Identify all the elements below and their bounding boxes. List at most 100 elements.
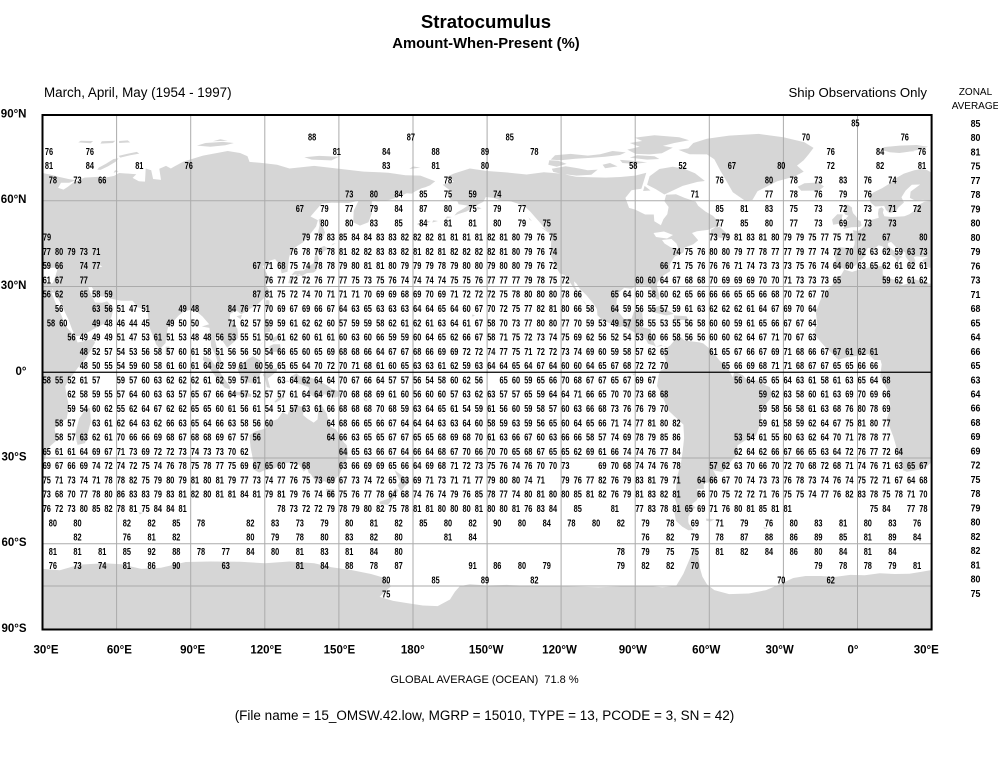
svg-text:79: 79	[351, 504, 360, 515]
svg-text:63: 63	[364, 447, 373, 458]
svg-text:82: 82	[401, 233, 410, 244]
svg-text:79: 79	[561, 475, 570, 486]
svg-text:76: 76	[43, 504, 52, 515]
svg-text:66: 66	[574, 304, 583, 315]
svg-text:75: 75	[790, 204, 799, 215]
svg-text:64: 64	[129, 418, 138, 429]
svg-text:65: 65	[598, 361, 607, 372]
svg-text:61: 61	[771, 418, 780, 429]
svg-text:61: 61	[239, 361, 248, 372]
svg-text:0°: 0°	[16, 366, 27, 378]
svg-text:67: 67	[833, 347, 842, 358]
svg-text:73: 73	[759, 475, 768, 486]
svg-text:64: 64	[611, 304, 620, 315]
svg-text:53: 53	[142, 333, 151, 344]
svg-text:80: 80	[722, 247, 731, 258]
svg-text:57: 57	[623, 318, 632, 329]
svg-text:72: 72	[129, 461, 138, 472]
svg-text:79: 79	[888, 561, 897, 572]
svg-text:54: 54	[463, 404, 472, 415]
svg-text:57: 57	[512, 390, 521, 401]
svg-text:49: 49	[104, 333, 113, 344]
svg-text:61: 61	[907, 275, 916, 286]
svg-text:82: 82	[469, 518, 478, 529]
svg-text:75: 75	[512, 333, 521, 344]
svg-text:85: 85	[432, 575, 441, 586]
svg-text:87: 87	[253, 290, 262, 301]
svg-text:61: 61	[808, 404, 817, 415]
svg-text:73: 73	[296, 518, 305, 529]
svg-text:81: 81	[438, 247, 447, 258]
svg-text:65: 65	[290, 361, 299, 372]
svg-text:64: 64	[895, 447, 904, 458]
svg-text:65: 65	[524, 390, 533, 401]
svg-text:76: 76	[864, 175, 873, 186]
svg-text:59: 59	[228, 361, 237, 372]
svg-text:80: 80	[370, 190, 379, 201]
svg-text:79: 79	[228, 475, 237, 486]
svg-text:60: 60	[265, 418, 274, 429]
svg-text:68: 68	[339, 404, 348, 415]
svg-text:82: 82	[364, 247, 373, 258]
svg-text:60: 60	[709, 318, 718, 329]
svg-text:75: 75	[971, 589, 981, 600]
svg-text:57: 57	[104, 347, 113, 358]
svg-text:68: 68	[796, 361, 805, 372]
svg-text:61: 61	[166, 361, 175, 372]
svg-text:79: 79	[814, 561, 823, 572]
svg-text:81: 81	[463, 233, 472, 244]
svg-text:65: 65	[426, 433, 435, 444]
svg-text:76: 76	[463, 490, 472, 501]
svg-text:78: 78	[858, 433, 867, 444]
svg-text:59: 59	[401, 404, 410, 415]
svg-text:65: 65	[364, 433, 373, 444]
svg-text:84: 84	[228, 304, 237, 315]
svg-text:65: 65	[512, 361, 521, 372]
svg-text:85: 85	[475, 490, 484, 501]
svg-text:67: 67	[771, 304, 780, 315]
svg-text:81: 81	[277, 490, 286, 501]
svg-text:83: 83	[370, 218, 379, 229]
svg-text:74: 74	[364, 475, 373, 486]
svg-text:64: 64	[450, 304, 459, 315]
svg-text:66: 66	[709, 290, 718, 301]
svg-text:67: 67	[734, 347, 743, 358]
svg-text:79: 79	[543, 561, 552, 572]
svg-text:60: 60	[426, 390, 435, 401]
svg-text:59: 59	[759, 418, 768, 429]
svg-text:67: 67	[895, 475, 904, 486]
svg-text:60: 60	[537, 433, 546, 444]
svg-text:82: 82	[401, 247, 410, 258]
svg-text:53: 53	[228, 333, 237, 344]
svg-text:76: 76	[913, 518, 922, 529]
svg-text:80: 80	[512, 475, 521, 486]
svg-text:53: 53	[179, 333, 188, 344]
svg-text:73: 73	[67, 504, 76, 515]
svg-text:65: 65	[771, 375, 780, 386]
svg-text:63: 63	[549, 433, 558, 444]
svg-text:74: 74	[117, 461, 126, 472]
svg-text:81: 81	[426, 504, 435, 515]
svg-text:78: 78	[864, 561, 873, 572]
svg-text:76: 76	[524, 504, 533, 515]
svg-text:69: 69	[971, 432, 981, 443]
svg-text:82: 82	[426, 233, 435, 244]
svg-text:70: 70	[833, 433, 842, 444]
svg-text:54: 54	[80, 404, 89, 415]
svg-text:70: 70	[376, 404, 385, 415]
svg-text:73: 73	[512, 318, 521, 329]
svg-text:54: 54	[117, 347, 126, 358]
svg-text:69: 69	[450, 347, 459, 358]
svg-text:59: 59	[611, 347, 620, 358]
svg-text:59: 59	[882, 275, 891, 286]
svg-text:81: 81	[370, 518, 379, 529]
svg-text:65: 65	[80, 290, 89, 301]
svg-text:64: 64	[426, 304, 435, 315]
svg-text:56: 56	[253, 418, 262, 429]
svg-text:68: 68	[413, 347, 422, 358]
svg-text:66: 66	[351, 418, 360, 429]
svg-text:71: 71	[759, 490, 768, 501]
svg-text:62: 62	[907, 261, 916, 272]
svg-text:61: 61	[487, 433, 496, 444]
svg-text:80: 80	[777, 161, 786, 172]
